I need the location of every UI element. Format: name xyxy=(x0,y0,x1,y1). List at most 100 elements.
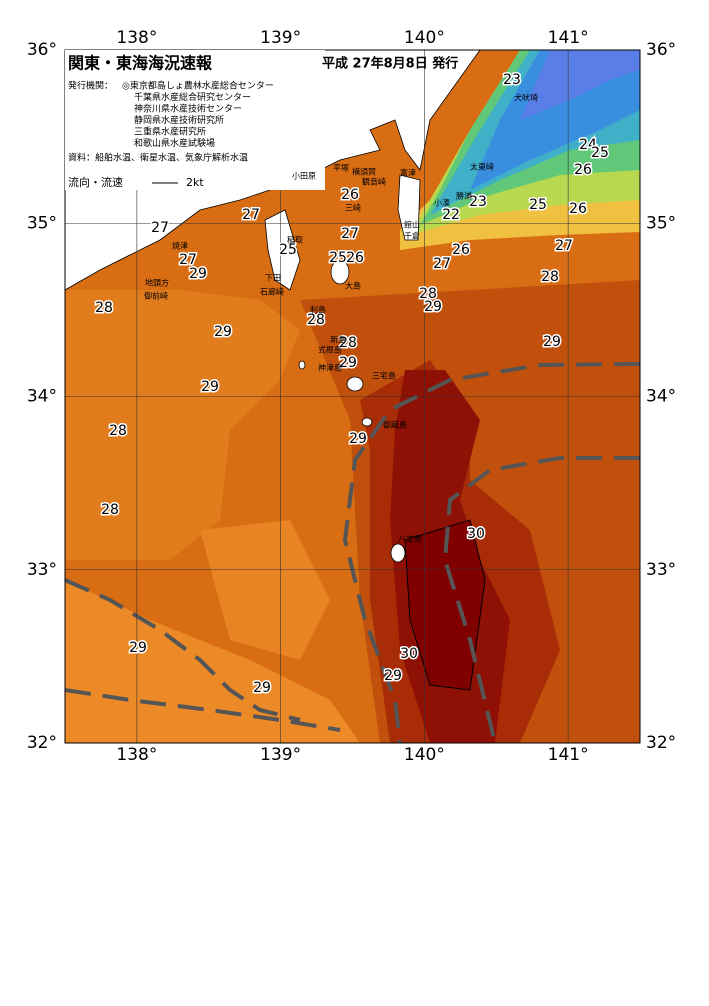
isotherm-label: 28 xyxy=(339,335,357,351)
isotherm-label: 28 xyxy=(95,300,113,316)
place-name: 御前崎 xyxy=(144,291,168,301)
isotherm-label: 29 xyxy=(543,334,561,350)
lat-label: 36° xyxy=(27,40,57,60)
isotherm-label: 25 xyxy=(329,250,347,266)
isotherm-label: 23 xyxy=(503,72,521,88)
isotherm-label: 23 xyxy=(469,194,487,210)
place-name: 観音崎 xyxy=(362,177,386,187)
isotherm-label: 26 xyxy=(346,250,364,266)
place-name: 犬吠埼 xyxy=(514,93,538,103)
isotherm-label: 27 xyxy=(242,207,260,223)
lon-label: 138° xyxy=(116,28,157,48)
place-name: 館山 xyxy=(404,220,420,230)
current-label: 流向・流速 xyxy=(68,175,123,189)
place-name: 太東崎 xyxy=(470,162,494,172)
place-name: 小田原 xyxy=(292,172,316,181)
isotherm-label: 26 xyxy=(341,187,359,203)
isotherm-label: 29 xyxy=(253,680,271,696)
lat-label: 35° xyxy=(27,213,57,233)
date: 平成 27年8月8日 発行 xyxy=(322,56,458,72)
place-name: 石廊崎 xyxy=(260,287,284,297)
place-name: 三宅島 xyxy=(372,371,396,381)
publisher: 千葉県水産総合研究センター xyxy=(134,91,251,103)
place-name: 御蔵島 xyxy=(383,420,407,430)
isotherm-label: 29 xyxy=(214,324,232,340)
publisher: ◎東京都島しょ農林水産総合センター xyxy=(122,80,274,92)
place-name: 平塚 xyxy=(333,164,349,173)
lon-label: 140° xyxy=(404,745,445,765)
place-name: 神津島 xyxy=(318,363,342,373)
place-name: 千倉 xyxy=(404,231,420,241)
isotherm-label: 28 xyxy=(541,269,559,285)
lon-label: 138° xyxy=(116,745,157,765)
current-scale: 2kt xyxy=(186,176,204,189)
isotherm-label: 29 xyxy=(384,668,402,684)
isotherm-label: 28 xyxy=(419,286,437,302)
isotherm-label: 29 xyxy=(349,431,367,447)
place-name: 新島 xyxy=(330,335,346,345)
isotherm-label: 28 xyxy=(307,312,325,328)
publishers: ◎東京都島しょ農林水産総合センター千葉県水産総合研究センター神奈川県水産技術セン… xyxy=(122,80,274,150)
publisher: 三重県水産研究所 xyxy=(134,126,206,138)
place-name: 焼津 xyxy=(172,241,188,251)
publisher: 静岡県水産技術研究所 xyxy=(134,114,224,126)
place-name: 三崎 xyxy=(345,203,361,213)
isotherm-label: 27 xyxy=(179,252,197,268)
place-name: 地頭方 xyxy=(145,278,169,288)
lat-label: 34° xyxy=(27,387,57,407)
lat-label: 36° xyxy=(646,40,676,60)
lon-label: 140° xyxy=(404,28,445,48)
place-name: 下田 xyxy=(265,274,281,283)
isotherm-label: 30 xyxy=(467,526,485,542)
source: 資料：船舶水温、衛星水温、気象庁解析水温 xyxy=(68,152,248,164)
place-name: 稲取 xyxy=(287,235,303,245)
place-name: 利島 xyxy=(310,305,326,315)
lat-label: 34° xyxy=(646,387,676,407)
isotherm-label: 29 xyxy=(339,355,357,371)
isotherm-label: 27 xyxy=(341,226,359,242)
publisher: 和歌山県水産試験場 xyxy=(134,137,215,149)
lat-label: 33° xyxy=(27,560,57,580)
isotherm-label: 26 xyxy=(574,162,592,178)
isotherm-label: 26 xyxy=(452,242,470,258)
lat-label: 35° xyxy=(646,213,676,233)
isotherm-label: 22 xyxy=(442,207,460,223)
isotherm-label: 28 xyxy=(101,502,119,518)
isotherm-label: 28 xyxy=(109,423,127,439)
isotherm-label: 27 xyxy=(555,238,573,254)
isotherm-label: 26 xyxy=(569,201,587,217)
isotherm-label: 29 xyxy=(424,299,442,315)
place-name: 八丈島 xyxy=(398,534,422,544)
isotherm-label: 29 xyxy=(201,379,219,395)
lat-label: 33° xyxy=(646,560,676,580)
publisher: 神奈川県水産技術センター xyxy=(134,103,242,115)
lat-label: 32° xyxy=(27,733,57,753)
legend-box xyxy=(65,50,325,190)
isotherm-label: 25 xyxy=(529,197,547,213)
place-name: 勝浦 xyxy=(456,191,472,201)
place-name: 式根島 xyxy=(318,345,342,355)
isotherm-label: 27 xyxy=(433,256,451,272)
isotherm-label: 24 xyxy=(579,137,597,153)
lon-label: 141° xyxy=(548,745,589,765)
isotherm-label: 27 xyxy=(151,220,169,236)
lon-label: 141° xyxy=(548,28,589,48)
lon-label: 139° xyxy=(260,28,301,48)
map-frame xyxy=(64,49,641,744)
place-name: 横須賀 xyxy=(352,167,376,177)
isotherm-label: 25 xyxy=(591,145,609,161)
isotherm-label: 30 xyxy=(400,646,418,662)
isotherm-label: 25 xyxy=(279,242,297,258)
current-axis xyxy=(65,362,640,743)
lat-label: 32° xyxy=(646,733,676,753)
lon-label: 139° xyxy=(260,745,301,765)
labels: 138° 138° 139° 139° 140° 140° 141° 141° 36° 36° 35… xyxy=(27,28,676,765)
place-name: 小湊 xyxy=(434,198,450,208)
title: 関東・東海海況速報 xyxy=(68,54,213,73)
place-name: 富津 xyxy=(400,168,416,178)
isotherm-label: 29 xyxy=(129,640,147,656)
place-name: 大島 xyxy=(345,281,361,291)
publisher-label: 発行機関： xyxy=(68,80,113,92)
isotherm-label: 29 xyxy=(189,266,207,282)
